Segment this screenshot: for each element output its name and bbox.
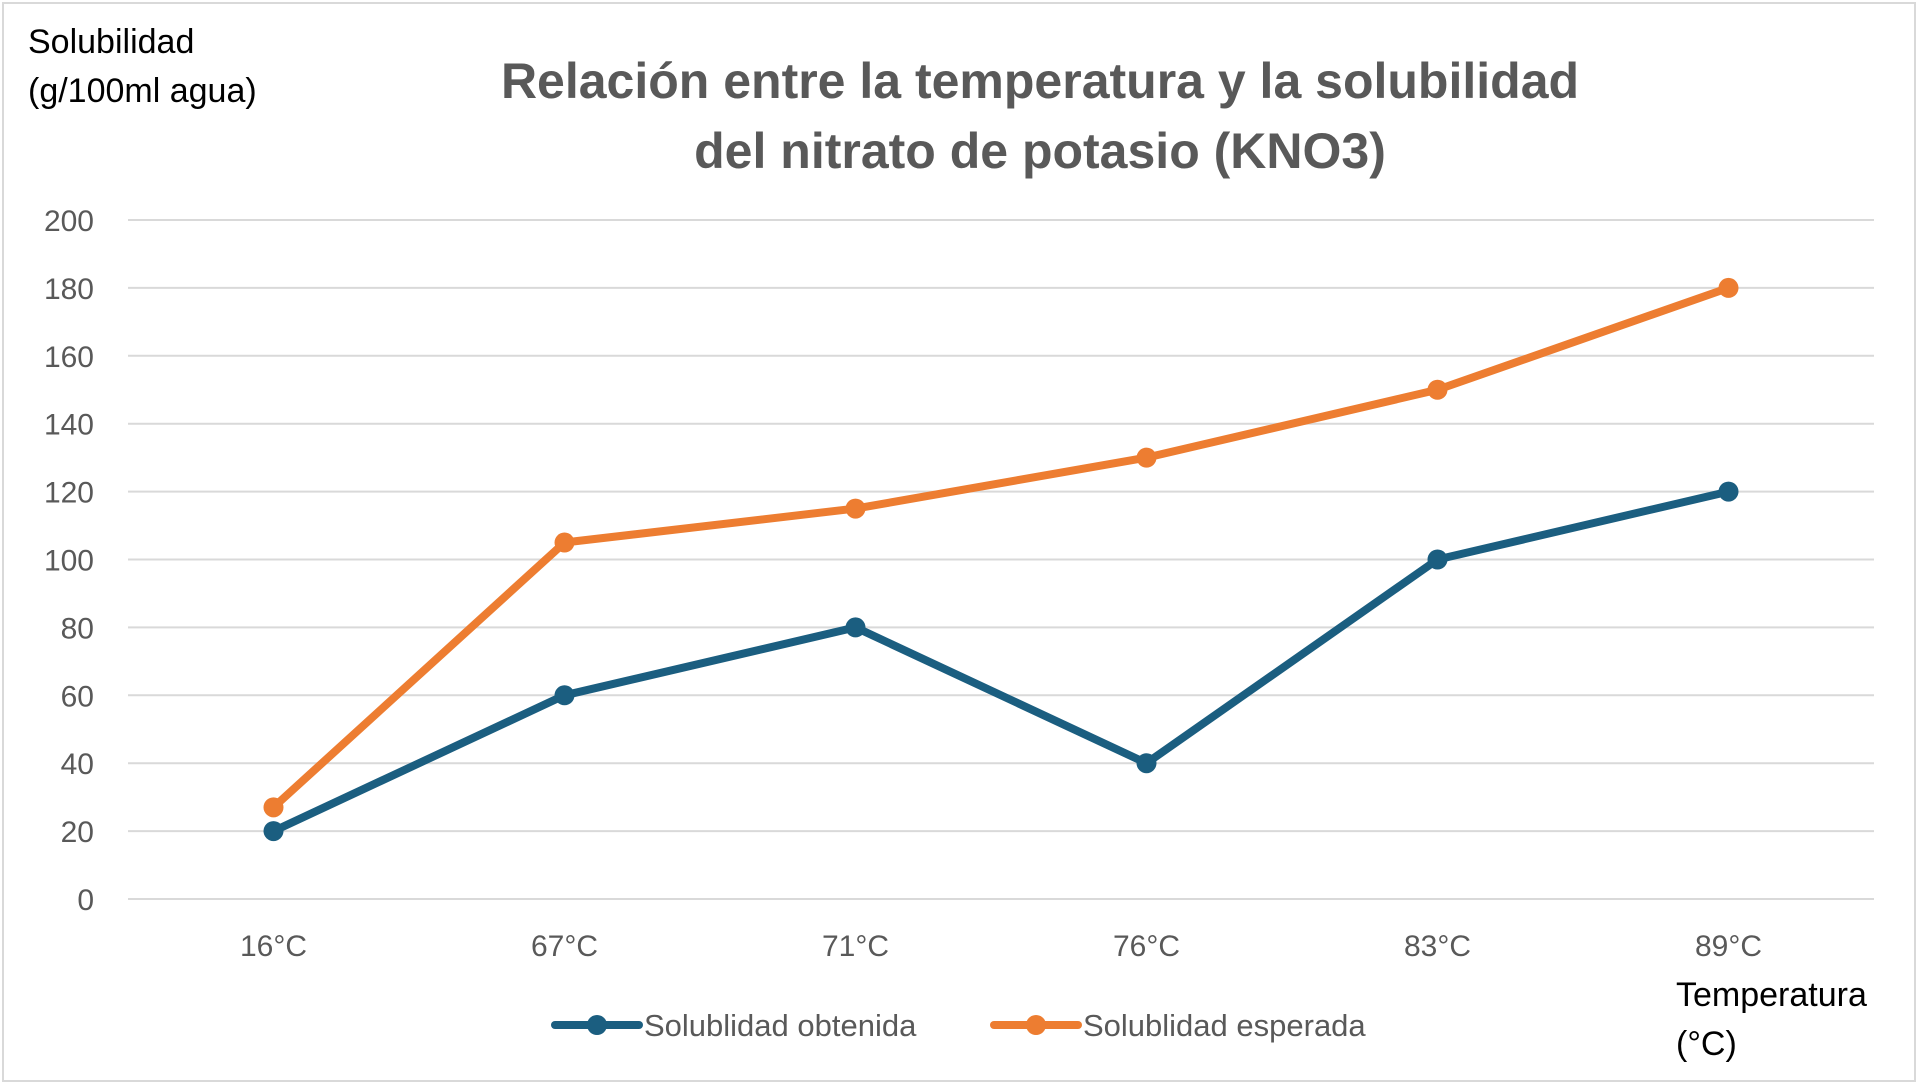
x-tick-label: 89°C: [1695, 930, 1762, 963]
series-line-1: [269, 487, 1733, 836]
y-axis-title-line-2: (g/100ml agua): [28, 72, 257, 110]
y-tick-label: 120: [44, 477, 94, 510]
y-tick-label: 180: [44, 273, 94, 306]
x-tick-label: 83°C: [1404, 930, 1471, 963]
x-tick-label: 71°C: [822, 930, 889, 963]
x-axis-ticks: 16°C 67°C 71°C 76°C 83°C 89°C: [240, 930, 1762, 963]
y-axis-ticks: 0 20 40 60 80 100 120 140 160 180 200: [44, 205, 94, 917]
y-axis-title: Solubilidad (g/100ml agua): [28, 23, 257, 110]
series-2-point-5: [1427, 379, 1448, 400]
y-tick-label: 100: [44, 545, 94, 578]
y-tick-label: 40: [61, 748, 94, 781]
series-2-point-3: [845, 498, 866, 519]
series-1-point-5: [1427, 549, 1448, 570]
y-tick-label: 160: [44, 341, 94, 374]
legend-swatch-marker-2: [1026, 1015, 1046, 1035]
y-tick-label: 200: [44, 205, 94, 238]
legend: Solublidad obtenida Solublidad esperada: [551, 1008, 1366, 1043]
chart-title: Relación entre la temperatura y la solub…: [501, 53, 1579, 179]
series-1-point-1: [263, 821, 284, 842]
series-2-point-2: [554, 532, 575, 553]
series-1-point-3: [845, 617, 866, 638]
series-points: [263, 277, 1739, 842]
legend-label-2: Solublidad esperada: [1083, 1008, 1366, 1043]
series-2-point-1: [263, 797, 284, 818]
series-1-point-6: [1718, 481, 1739, 502]
series-2-point-6: [1718, 277, 1739, 298]
gridlines: [128, 219, 1874, 900]
y-tick-label: 0: [77, 884, 94, 917]
x-axis-title-line-2: (°C): [1676, 1025, 1737, 1063]
legend-label-1: Solublidad obtenida: [644, 1008, 917, 1043]
x-tick-label: 67°C: [531, 930, 598, 963]
series-1-point-2: [554, 685, 575, 706]
x-axis-title: Temperatura (°C): [1676, 976, 1867, 1063]
x-tick-label: 76°C: [1113, 930, 1180, 963]
y-tick-label: 60: [61, 680, 94, 713]
x-axis-title-line-1: Temperatura: [1676, 976, 1867, 1014]
legend-swatch-marker-1: [587, 1015, 607, 1035]
chart-title-line-1: Relación entre la temperatura y la solub…: [501, 53, 1579, 109]
series-lines: [269, 283, 1733, 836]
x-tick-label: 16°C: [240, 930, 307, 963]
series-1-point-4: [1136, 753, 1157, 774]
series-2-point-4: [1136, 447, 1157, 468]
chart-title-line-2: del nitrato de potasio (KNO3): [694, 123, 1386, 179]
y-tick-label: 80: [61, 612, 94, 645]
series-line-2: [269, 283, 1733, 812]
y-tick-label: 20: [61, 816, 94, 849]
y-tick-label: 140: [44, 409, 94, 442]
y-axis-title-line-1: Solubilidad: [28, 23, 194, 61]
